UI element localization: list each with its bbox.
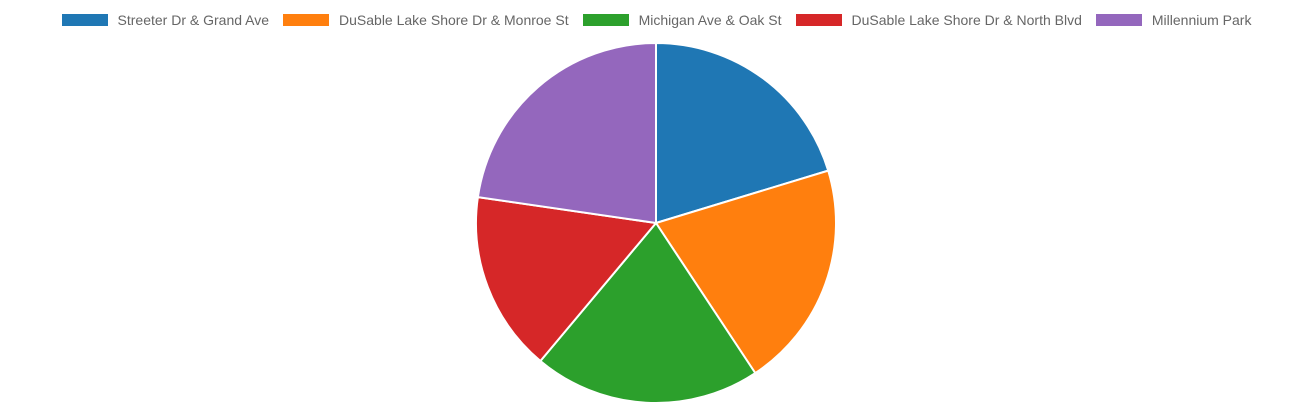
legend-swatch bbox=[283, 14, 330, 26]
pie-slice[interactable] bbox=[476, 42, 657, 224]
legend-label: Streeter Dr & Grand Ave bbox=[117, 12, 270, 28]
legend-item[interactable]: DuSable Lake Shore Dr & Monroe St bbox=[283, 12, 569, 28]
legend-label: Michigan Ave & Oak St bbox=[638, 12, 782, 28]
legend-item[interactable]: Millennium Park bbox=[1095, 12, 1252, 28]
legend-item[interactable]: Streeter Dr & Grand Ave bbox=[61, 12, 270, 28]
legend-swatch bbox=[1095, 14, 1142, 26]
legend-label: DuSable Lake Shore Dr & North Blvd bbox=[851, 12, 1082, 28]
legend-item[interactable]: Michigan Ave & Oak St bbox=[582, 12, 782, 28]
legend-label: DuSable Lake Shore Dr & Monroe St bbox=[339, 12, 569, 28]
legend-label: Millennium Park bbox=[1151, 12, 1252, 28]
pie-slice[interactable] bbox=[655, 169, 837, 375]
pie-slice[interactable] bbox=[475, 196, 657, 362]
legend-item[interactable]: DuSable Lake Shore Dr & North Blvd bbox=[795, 12, 1082, 28]
legend-swatch bbox=[582, 14, 629, 26]
pie-slices bbox=[475, 42, 837, 404]
pie-slice[interactable] bbox=[539, 222, 757, 404]
chart-legend: Streeter Dr & Grand Ave DuSable Lake Shor… bbox=[0, 9, 1313, 31]
legend-swatch bbox=[795, 14, 842, 26]
legend-swatch bbox=[61, 14, 108, 26]
pie-slice[interactable] bbox=[655, 42, 830, 224]
